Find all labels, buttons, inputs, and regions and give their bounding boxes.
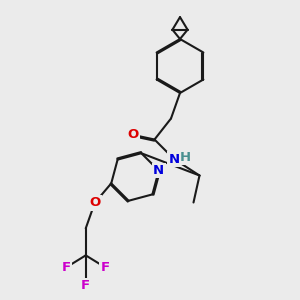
- Text: N: N: [153, 164, 164, 177]
- Text: O: O: [128, 128, 139, 142]
- Text: F: F: [81, 279, 90, 292]
- Text: O: O: [89, 196, 100, 209]
- Text: F: F: [62, 261, 71, 274]
- Text: F: F: [101, 261, 110, 274]
- Text: H: H: [180, 151, 191, 164]
- Text: N: N: [168, 152, 180, 166]
